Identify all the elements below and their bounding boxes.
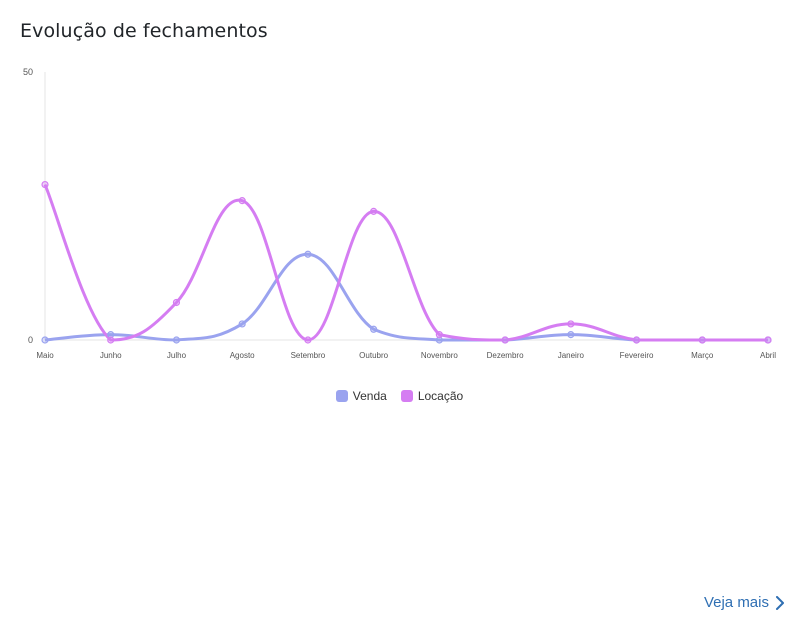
- data-point-venda[interactable]: [41, 336, 49, 344]
- chart-legend: Venda Locação: [0, 389, 799, 403]
- x-tick-label: Abril: [760, 351, 776, 360]
- data-point-venda[interactable]: [370, 325, 378, 333]
- x-tick-label: Setembro: [291, 351, 326, 360]
- x-tick-label: Junho: [100, 351, 122, 360]
- legend-label-venda: Venda: [352, 389, 387, 403]
- data-point-locacao[interactable]: [304, 336, 312, 344]
- legend-item-venda[interactable]: Venda: [335, 389, 387, 403]
- data-point-locacao[interactable]: [238, 197, 246, 205]
- see-more-link[interactable]: Veja mais: [704, 594, 785, 611]
- y-tick-label: 0: [28, 335, 33, 345]
- data-point-locacao[interactable]: [172, 298, 181, 307]
- x-tick-label: Novembro: [421, 351, 458, 360]
- data-point-locacao[interactable]: [107, 336, 115, 344]
- data-point-locacao[interactable]: [435, 331, 443, 339]
- x-tick-label: Fevereiro: [620, 351, 654, 360]
- data-point-locacao[interactable]: [41, 180, 49, 189]
- legend-item-locacao[interactable]: Locação: [400, 389, 464, 403]
- legend-label-locacao: Locação: [417, 389, 464, 403]
- data-point-locacao[interactable]: [501, 336, 509, 344]
- x-tick-label: Dezembro: [487, 351, 524, 360]
- data-point-locacao[interactable]: [698, 336, 706, 344]
- x-tick-label: Outubro: [359, 351, 388, 360]
- data-point-locacao[interactable]: [632, 336, 641, 344]
- y-tick-label: 50: [23, 67, 33, 77]
- data-point-venda[interactable]: [172, 336, 181, 344]
- data-point-locacao[interactable]: [370, 207, 378, 215]
- x-tick-label: Janeiro: [558, 351, 585, 360]
- x-tick-label: Agosto: [230, 351, 255, 360]
- data-point-venda[interactable]: [567, 331, 575, 339]
- legend-swatch-venda: [335, 390, 348, 402]
- card-title: Evolução de fechamentos: [20, 20, 268, 42]
- x-tick-label: Maio: [36, 351, 54, 360]
- data-point-venda[interactable]: [304, 250, 312, 258]
- see-more-label: Veja mais: [703, 594, 769, 611]
- data-point-venda[interactable]: [435, 336, 443, 344]
- data-point-venda[interactable]: [238, 320, 246, 328]
- chevron-right-icon: [776, 595, 784, 610]
- x-tick-label: Março: [691, 351, 714, 360]
- x-tick-label: Julho: [167, 351, 187, 360]
- line-chart: 0 50 Maio Junho Julho Agosto Setembro Outubro No…: [23, 67, 776, 360]
- data-point-locacao[interactable]: [764, 336, 772, 344]
- legend-swatch-locacao: [400, 390, 413, 402]
- data-point-locacao[interactable]: [567, 320, 575, 328]
- series-line-locacao: [43, 183, 768, 342]
- data-point-venda[interactable]: [107, 331, 115, 339]
